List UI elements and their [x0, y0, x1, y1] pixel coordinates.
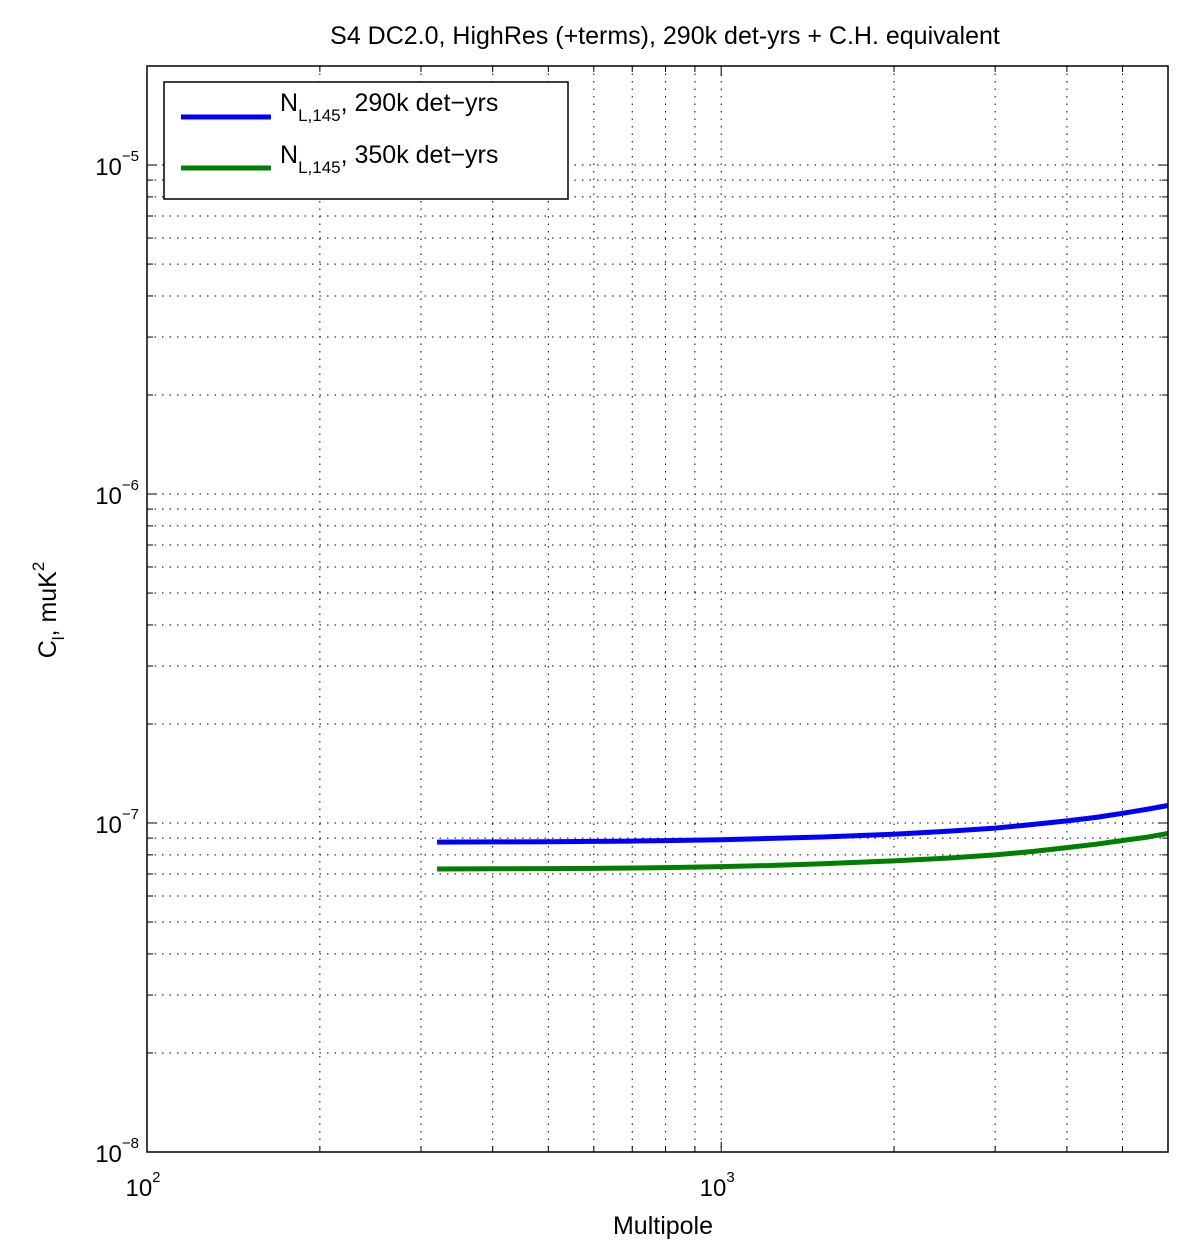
legend-label-0-base: N: [280, 89, 298, 117]
y-tick-label-exp: −5: [122, 148, 139, 165]
legend-label-1-base: N: [280, 141, 298, 169]
legend-box: [163, 81, 569, 200]
y-tick-label-base: 10: [95, 812, 122, 839]
y-axis-label-sub: l: [49, 636, 68, 640]
legend-label-1-rest: , 350k det−yrs: [341, 141, 499, 169]
x-tick-label-base: 10: [700, 1175, 727, 1202]
legend-label-0: NL,145, 290k det−yrs: [280, 89, 498, 125]
y-tick-label-exp: −8: [122, 1135, 139, 1152]
y-tick-label: 10−6: [95, 477, 139, 510]
y-tick-label-base: 10: [95, 1141, 122, 1168]
y-tick-label: 10−7: [95, 806, 139, 839]
x-axis-label: Multipole: [613, 1212, 713, 1240]
y-tick-label-base: 10: [95, 154, 122, 181]
series-group: [437, 803, 1169, 872]
chart-title: S4 DC2.0, HighRes (+terms), 290k det-yrs…: [330, 22, 1000, 50]
plot-background: [147, 66, 1168, 1152]
x-tick-label: 102: [125, 1169, 160, 1202]
tick-marks: [146, 65, 1169, 1153]
legend-label-0-sub: L,145: [298, 106, 341, 125]
legend: NL,145, 290k det−yrs NL,145, 350k det−yr…: [163, 81, 569, 200]
y-axis-label-rest: , muK: [34, 571, 62, 637]
y-axis-label-base: C: [34, 640, 62, 658]
y-tick-label-exp: −7: [122, 806, 139, 823]
series-line-0: [437, 803, 1169, 845]
x-tick-label-exp: 2: [152, 1169, 160, 1186]
grid: [147, 66, 1168, 1152]
x-tick-label-base: 10: [125, 1175, 152, 1202]
legend-label-1-sub: L,145: [298, 158, 341, 177]
y-tick-label: 10−8: [95, 1135, 139, 1168]
legend-label-0-rest: , 290k det−yrs: [341, 89, 499, 117]
y-axis-label-sup: 2: [29, 562, 48, 571]
x-tick-label: 103: [700, 1169, 735, 1202]
y-tick-label-base: 10: [95, 483, 122, 510]
y-tick-label: 10−5: [95, 148, 139, 181]
x-tick-label-exp: 3: [726, 1169, 734, 1186]
plot-frame: [146, 65, 1169, 1153]
y-tick-label-exp: −6: [122, 477, 139, 494]
series-line-1: [437, 830, 1169, 872]
y-axis-label: Cl, muK2: [29, 562, 68, 659]
legend-label-1: NL,145, 350k det−yrs: [280, 141, 498, 177]
